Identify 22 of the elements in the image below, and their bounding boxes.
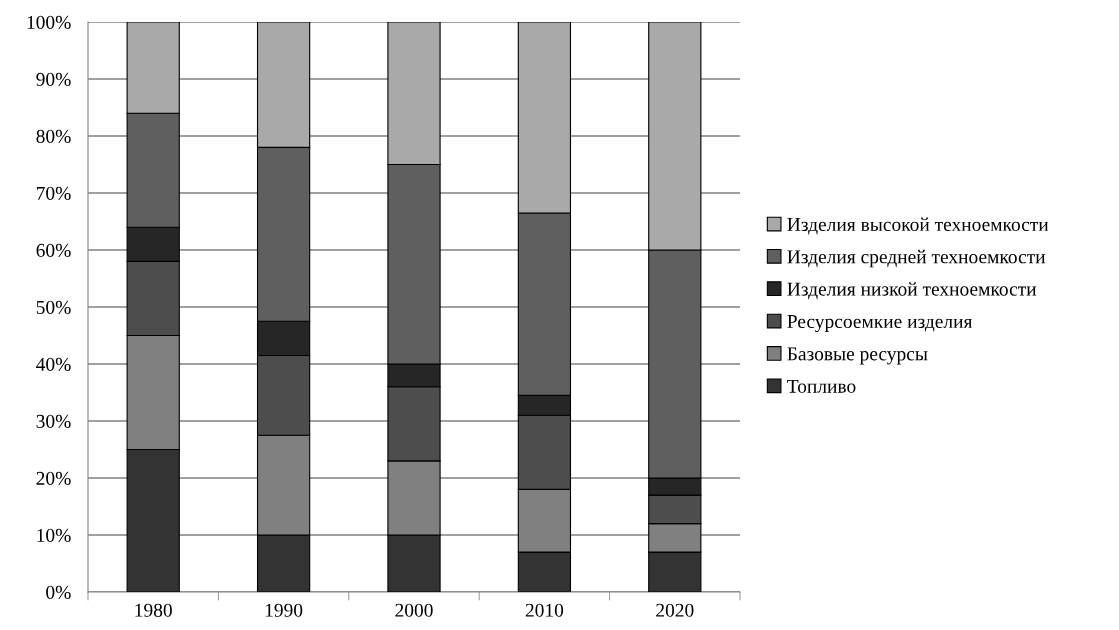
x-tick-label: 2010 [525, 603, 564, 617]
y-tick-label: 20% [36, 471, 71, 485]
y-tick-label: 40% [36, 357, 71, 371]
legend-label: Ресурсоемкие изделия [787, 315, 973, 333]
y-tick-label: 60% [36, 243, 71, 257]
y-tick-label: 50% [36, 300, 71, 314]
x-tick-label: 1980 [135, 603, 172, 617]
legend-label: Изделия средней техноемкости [787, 249, 1046, 268]
x-tick-label: 2020 [656, 603, 694, 617]
legend-label: Топливо [787, 379, 856, 393]
y-tick-label: 90% [36, 72, 71, 86]
y-tick-label: 70% [36, 186, 71, 200]
y-tick-label: 10% [37, 528, 71, 542]
x-tick-label: 2000 [395, 603, 433, 617]
y-tick-label: 0% [46, 585, 71, 599]
legend-label: Изделия низкой техноемкости [787, 282, 1037, 300]
legend-label: Изделия высокой техноемкости [787, 217, 1049, 235]
x-tick-label: 1990 [265, 603, 303, 617]
y-tick-label: 80% [36, 129, 71, 143]
y-tick-label: 100% [27, 15, 71, 29]
legend-label: Базовые ресурсы [787, 347, 928, 365]
y-tick-label: 30% [36, 414, 71, 428]
